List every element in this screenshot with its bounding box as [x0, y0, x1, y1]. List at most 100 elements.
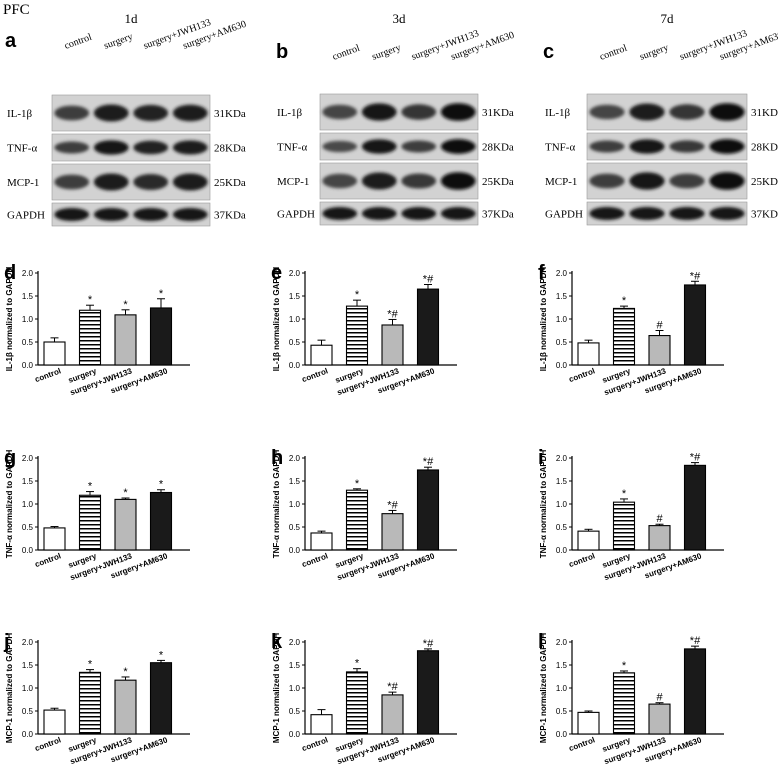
bar-chart-g: g 0.0 0.5 1.0 1.5 2.0 TNF-α normalized to GAPD…	[4, 447, 190, 582]
bar	[310, 532, 333, 551]
blot-band	[54, 105, 90, 121]
blot-band	[589, 140, 625, 153]
blot-band	[401, 140, 437, 153]
significance-mark: *	[159, 288, 164, 300]
y-tick-label: 1.5	[556, 477, 568, 486]
significance-mark: *	[88, 659, 93, 671]
significance-mark: *#	[423, 638, 434, 650]
y-tick-label: 0.5	[556, 338, 568, 347]
y-tick-label: 0.5	[22, 707, 34, 716]
significance-mark: *	[355, 478, 360, 490]
blot-band	[669, 140, 705, 153]
bar-chart-h: h 0.0 0.5 1.0 1.5 2.0 TNF-α normalized to GAPD…	[271, 447, 457, 582]
significance-mark: *#	[423, 456, 434, 468]
blot-band	[440, 103, 476, 121]
lane-label: surgery	[638, 42, 670, 63]
blot-band	[709, 139, 745, 154]
y-axis-label: MCP-1 normalized to GAPDH	[5, 633, 14, 743]
lane-label: surgery	[371, 42, 403, 63]
y-tick-label: 0.0	[289, 730, 301, 739]
blot-band	[440, 206, 476, 221]
y-tick-label: 0.0	[289, 361, 301, 370]
y-tick-label: 0.0	[22, 730, 34, 739]
y-tick-label: 0.0	[22, 361, 34, 370]
y-tick-label: 2.0	[289, 638, 301, 647]
y-tick-label: 0.5	[289, 523, 301, 532]
bar	[381, 694, 404, 735]
y-tick-label: 1.5	[22, 292, 34, 301]
y-tick-label: 1.0	[22, 315, 34, 324]
protein-label: IL-1β	[277, 107, 303, 119]
bar	[612, 307, 636, 366]
blot-band	[172, 140, 208, 155]
bar	[648, 335, 671, 366]
y-tick-label: 2.0	[556, 269, 568, 278]
bar	[416, 288, 440, 366]
bar	[114, 314, 137, 366]
protein-label: GAPDH	[545, 209, 583, 221]
blot-band	[322, 173, 358, 189]
y-tick-label: 1.0	[22, 684, 34, 693]
blot-strip	[586, 201, 748, 226]
blot-band	[401, 206, 437, 221]
y-tick-label: 0.0	[556, 730, 568, 739]
blot-band	[172, 207, 208, 222]
blot-band	[361, 139, 397, 154]
bar	[416, 650, 440, 735]
y-axis-label: IL-1β normalized to GAPDH	[272, 267, 281, 372]
bar	[648, 703, 671, 735]
y-tick-label: 1.5	[289, 292, 301, 301]
significance-mark: #	[656, 513, 663, 525]
significance-mark: #	[656, 320, 663, 332]
y-tick-label: 1.0	[22, 500, 34, 509]
y-tick-label: 2.0	[289, 269, 301, 278]
blot-band	[133, 140, 169, 155]
lane-label: surgery	[103, 31, 135, 52]
protein-label: MCP-1	[277, 176, 309, 188]
bar	[648, 525, 671, 551]
lane-label: control	[598, 43, 629, 63]
blot-band	[629, 139, 665, 154]
bar	[577, 342, 600, 366]
panel-letter: d	[4, 262, 16, 284]
blot-band	[93, 173, 129, 191]
significance-mark: *	[88, 294, 93, 306]
blot-band	[669, 104, 705, 120]
significance-mark: *#	[690, 270, 701, 282]
figure-header: PFC	[3, 2, 30, 18]
blot-band	[440, 139, 476, 154]
blot-band	[93, 104, 129, 122]
bar	[381, 513, 404, 551]
blot-band	[361, 103, 397, 121]
bar	[381, 324, 404, 366]
y-tick-label: 0.0	[556, 546, 568, 555]
blot-band	[709, 206, 745, 221]
bar	[345, 671, 369, 735]
blot-band	[361, 172, 397, 190]
bar	[612, 672, 636, 735]
y-tick-label: 2.0	[22, 638, 34, 647]
blot-band	[133, 104, 169, 122]
blot-band	[172, 173, 208, 191]
significance-mark: *#	[387, 499, 398, 511]
protein-label: TNF-α	[7, 143, 37, 155]
blot-band	[629, 206, 665, 221]
significance-mark: *	[88, 481, 93, 493]
mw-label: 28KDa	[751, 142, 778, 154]
significance-mark: *	[622, 488, 627, 500]
protein-label: MCP-1	[7, 177, 39, 189]
y-axis-label: IL-1β normalized to GAPDH	[5, 267, 14, 372]
blot-band	[322, 206, 358, 221]
bar	[310, 344, 333, 366]
blot-band	[589, 104, 625, 120]
y-axis-label: TNF-α normalized to GAPDH	[272, 450, 281, 559]
mw-label: 25KDa	[751, 176, 778, 188]
panel-letter: j	[3, 631, 10, 653]
y-tick-label: 1.0	[289, 315, 301, 324]
significance-mark: *#	[387, 681, 398, 693]
y-axis-label: MCP-1 normalized to GAPDH	[539, 633, 548, 743]
significance-mark: *#	[387, 308, 398, 320]
y-tick-label: 1.5	[22, 661, 34, 670]
timepoint-label: 3d	[393, 11, 407, 26]
panel-letter: k	[271, 631, 283, 653]
